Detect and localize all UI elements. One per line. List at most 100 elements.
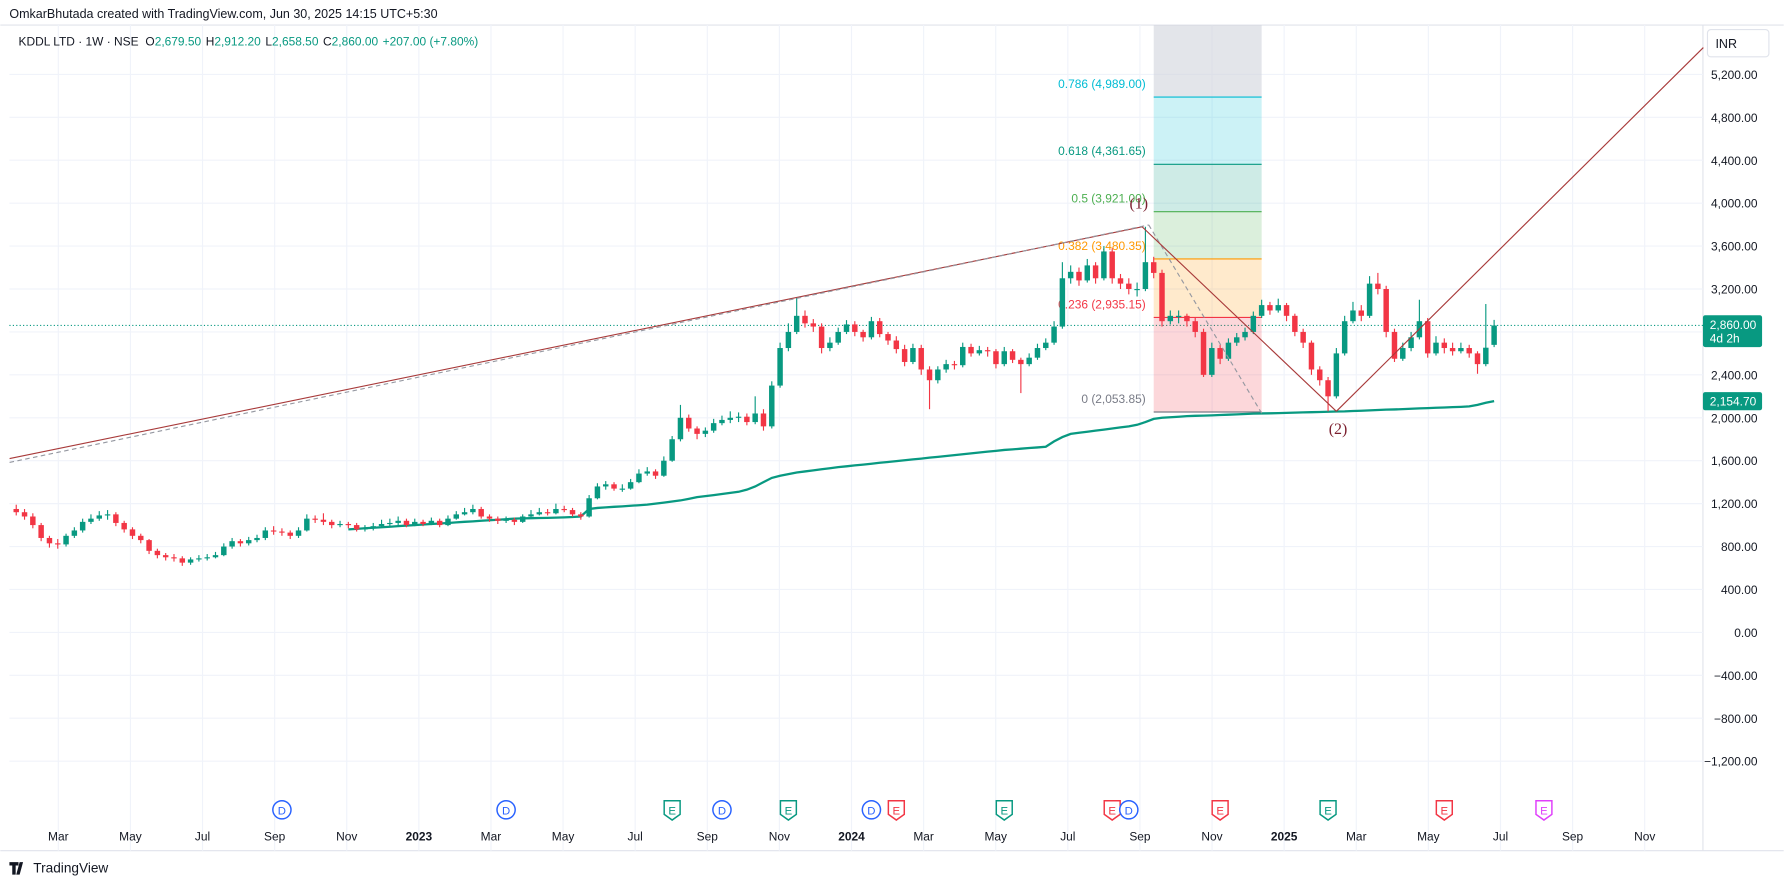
candle-body	[196, 558, 202, 560]
candle-body	[320, 519, 327, 522]
candle-body	[1333, 353, 1340, 397]
candle-body	[561, 508, 567, 511]
candle-body	[162, 555, 169, 558]
candle-body	[901, 349, 908, 362]
candle-body	[993, 351, 999, 365]
candle-body	[1109, 251, 1115, 279]
candle-body	[1317, 369, 1323, 381]
candle-body	[30, 516, 36, 526]
trendline	[1141, 226, 1337, 412]
ohlc-value: 2,912.20	[214, 34, 261, 48]
ohlc-key: O	[145, 34, 154, 48]
ma-line	[348, 400, 1495, 531]
grid	[9, 25, 1703, 851]
trendline	[1335, 47, 1704, 412]
currency[interactable]: INR	[1715, 37, 1737, 51]
event-marker	[1535, 799, 1553, 821]
candle-body	[304, 518, 310, 531]
candle-body	[1325, 380, 1331, 397]
candle-body	[802, 315, 808, 324]
countdown-label: 4d 2h	[1710, 332, 1740, 346]
logo: TradingView	[9, 860, 108, 875]
candle-body	[860, 331, 866, 338]
candle-body	[1051, 326, 1057, 343]
ohlc-value: 2,860.00	[332, 34, 379, 48]
candle-body	[154, 550, 161, 556]
trendline	[9, 224, 1149, 463]
event-label: E	[1324, 805, 1332, 817]
candle-body	[146, 540, 152, 551]
candle-body	[312, 518, 318, 520]
candle-body	[412, 521, 418, 526]
candle-body	[295, 530, 302, 536]
candle-body	[1375, 283, 1381, 290]
candle-body	[810, 323, 817, 327]
event-label: D	[278, 805, 286, 817]
candle-body	[686, 417, 692, 429]
candle-body	[1084, 265, 1091, 281]
candle-body	[270, 530, 277, 532]
candle-body	[1026, 357, 1032, 365]
candle-body	[1167, 315, 1174, 322]
candle-body	[619, 488, 626, 490]
candle-body	[254, 537, 260, 541]
candle-body	[113, 514, 119, 523]
candle-body	[378, 524, 385, 527]
candle-body	[644, 471, 650, 474]
candle-body	[951, 364, 958, 366]
candle-body	[403, 520, 410, 526]
event-label: E	[893, 805, 901, 817]
candle-body	[1391, 331, 1398, 359]
x-tick-label: Mar	[48, 830, 69, 844]
candle-body	[1449, 348, 1456, 352]
candle-body	[910, 348, 916, 362]
candle-body	[818, 326, 825, 349]
y-tick-label: 4,400.00	[1711, 154, 1758, 168]
ma-price-box	[1702, 392, 1763, 411]
candle-body	[1292, 315, 1298, 332]
event-marker	[1211, 799, 1229, 821]
candle-body	[486, 516, 493, 519]
candle-body	[1009, 351, 1016, 360]
currency-box[interactable]	[1706, 29, 1770, 58]
candle-body	[96, 515, 102, 519]
candle-body	[362, 528, 368, 530]
candle-body	[876, 321, 883, 335]
event-label: E	[668, 805, 676, 817]
y-tick-label: 1,600.00	[1711, 454, 1758, 468]
event-label: D	[502, 805, 510, 817]
change: +207.00 (+7.80%)	[383, 34, 479, 48]
ohlc-value: 2,658.50	[272, 34, 319, 48]
candle-body	[652, 471, 659, 476]
x-tick-label: May	[1417, 830, 1440, 844]
event-marker	[1103, 799, 1121, 821]
candle-body	[827, 342, 833, 349]
candle-body	[1424, 321, 1431, 354]
y-tick-label: 800.00	[1721, 540, 1758, 554]
candle-body	[976, 350, 983, 354]
candle-body	[1250, 315, 1257, 332]
fib-band	[1153, 97, 1262, 165]
candle-body	[1092, 265, 1099, 279]
y-tick-label: −1,200.00	[1704, 755, 1758, 769]
ma-price-label: 2,154.70	[1710, 395, 1757, 409]
candle-body	[719, 419, 725, 424]
fib-label: 0.5 (3,921.00)	[1071, 192, 1145, 206]
event-marker	[496, 799, 516, 820]
x-tick-label: May	[119, 830, 142, 844]
candle-body	[1441, 342, 1448, 349]
fib-label: 0.618 (4,361.65)	[1058, 144, 1146, 158]
candle-body	[88, 518, 94, 522]
candle-body	[602, 484, 609, 487]
candle-body	[46, 537, 53, 544]
candle-body	[677, 417, 684, 440]
fibonacci: 0 (2,053.85) 0.236 (2,935.15) 0.382 (3,480…	[1058, 25, 1262, 413]
legend: KDDL LTD · 1W · NSE O2,679.50 H2,912.20 L2,…	[19, 34, 479, 48]
y-tick-label: 0.00	[1734, 626, 1758, 640]
candle-body	[478, 508, 484, 517]
logo-text: TradingView	[33, 860, 108, 875]
last-price-label: 2,860.00	[1710, 318, 1757, 332]
candle-body	[279, 531, 285, 533]
candle-body	[436, 520, 443, 526]
